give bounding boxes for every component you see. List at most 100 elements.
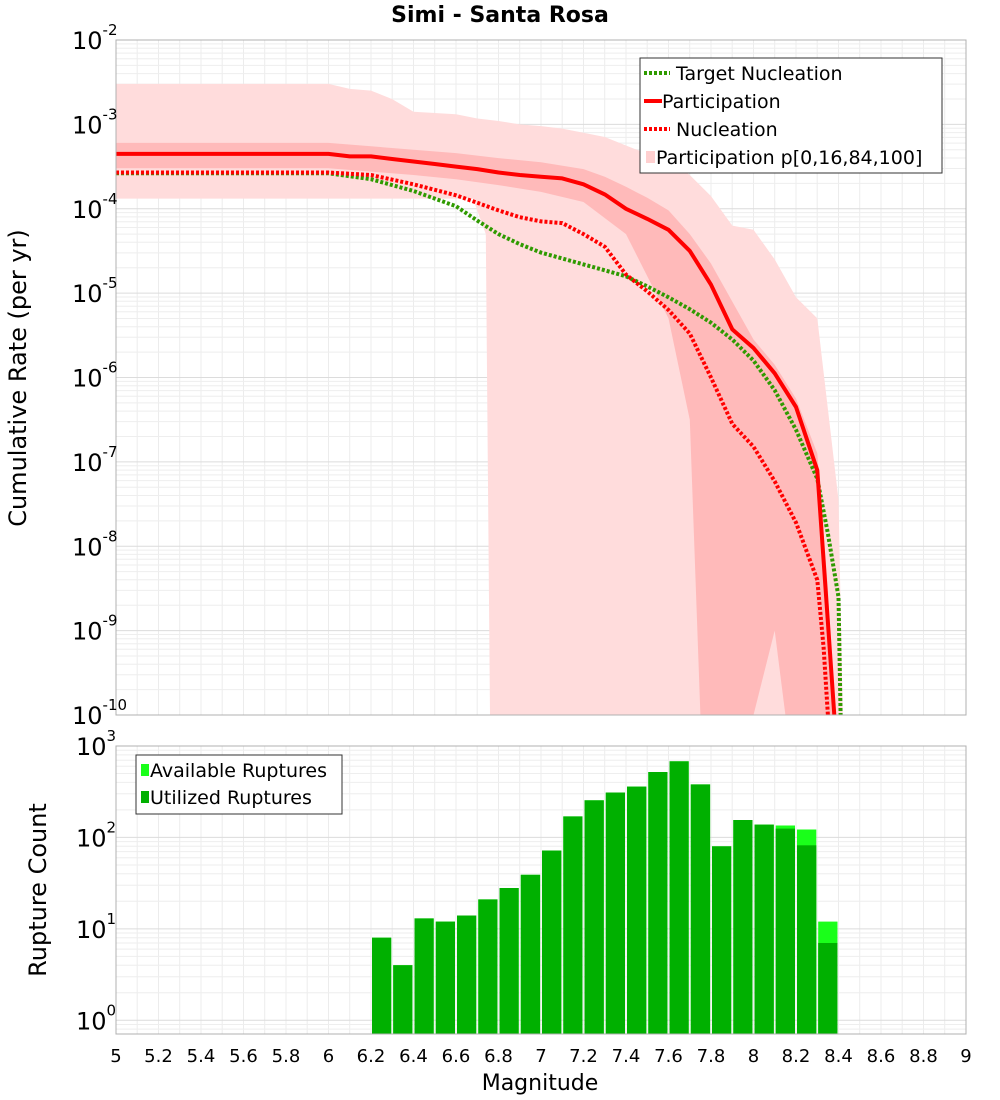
x-tick-label: 5.4 (187, 1046, 216, 1067)
top-y-tick-exponent: -6 (103, 359, 118, 377)
top-y-tick-label: 10-7 (72, 443, 118, 477)
bar-utilized (818, 943, 838, 1034)
bottom-y-tick-exponent: 1 (107, 910, 117, 928)
rupture-bars (372, 761, 838, 1034)
top-y-axis-label: Cumulative Rate (per yr) (4, 229, 32, 527)
bar-utilized (648, 772, 668, 1034)
bottom-y-tick-label: 102 (76, 818, 116, 852)
bar-utilized (414, 918, 434, 1034)
bar-utilized (754, 824, 774, 1034)
rate-lines (116, 151, 843, 716)
bar-utilized (733, 820, 753, 1034)
top-y-tick-label: 10-3 (72, 105, 118, 139)
bar-utilized (478, 899, 498, 1034)
top-y-tick-exponent: -8 (103, 527, 118, 545)
bar-utilized (605, 792, 625, 1034)
bar-utilized (712, 846, 732, 1034)
top-y-tick-exponent: -2 (103, 21, 118, 39)
bar-utilized (563, 816, 583, 1034)
bottom-y-tick-exponent: 0 (107, 1001, 117, 1019)
top-legend-box (639, 57, 943, 174)
bar-utilized (690, 784, 711, 1034)
legend-label-nucleation: Nucleation (676, 119, 778, 141)
top-y-tick-exponent: -3 (103, 105, 118, 123)
bottom-legend-box (135, 754, 343, 815)
line-target-nucleation (116, 171, 843, 716)
bottom-y-tick-label: 103 (76, 727, 116, 761)
x-tick-label: 6.4 (399, 1046, 428, 1067)
legend-label-available: Available Ruptures (150, 760, 327, 782)
x-axis-label: Magnitude (482, 1071, 599, 1096)
bottom-y-tick-exponent: 2 (107, 818, 117, 836)
x-ticks: 5 5.2 5.4 5.6 5.8 6 6.2 6.4 6.6 6.8 7 7.2 7.4 7.6 7.8 8… (110, 1046, 971, 1067)
bottom-plot-frame (115, 745, 967, 1035)
legend-label-participation: Participation (662, 91, 781, 113)
bottom-y-tick-exponent: 3 (107, 727, 117, 745)
x-tick-label: 7 (535, 1046, 546, 1067)
bar-utilized (435, 921, 455, 1034)
line-participation (116, 151, 837, 716)
x-tick-label: 7.2 (569, 1046, 598, 1067)
top-plot-frame (115, 39, 967, 716)
top-y-tick-label: 10-9 (72, 612, 118, 646)
line-nucleation (116, 170, 830, 716)
bottom-legend: Available Ruptures Utilized Ruptures (135, 754, 343, 815)
bar-utilized (520, 874, 541, 1034)
bar-utilized (584, 800, 604, 1034)
x-tick-label: 7.8 (697, 1046, 726, 1067)
x-tick-label: 8.4 (824, 1046, 853, 1067)
bar-utilized (775, 828, 795, 1034)
bar-utilized (393, 965, 413, 1034)
x-tick-label: 8.2 (782, 1046, 811, 1067)
legend-label-participation-bands: Participation p[0,16,84,100] (656, 147, 922, 169)
x-tick-label: 6.6 (442, 1046, 471, 1067)
top-y-tick-exponent: -10 (103, 696, 128, 714)
legend-swatch-participation-bands (646, 151, 655, 163)
top-y-tick-exponent: -7 (103, 443, 118, 461)
bar-utilized (797, 845, 817, 1034)
top-y-tick-label: 10-2 (72, 21, 118, 55)
bottom-y-axis-label: Rupture Count (24, 803, 52, 977)
top-y-tick-exponent: -9 (103, 612, 118, 630)
top-y-tick-exponent: -5 (103, 274, 118, 292)
bar-utilized (627, 786, 647, 1034)
bottom-y-tick-label: 101 (76, 910, 116, 944)
legend-label-target-nucleation: Target Nucleation (675, 63, 843, 85)
x-tick-label: 6 (323, 1046, 334, 1067)
bar-utilized (457, 915, 477, 1034)
top-y-tick-label: 10-4 (72, 190, 118, 224)
x-tick-label: 6.2 (357, 1046, 386, 1067)
x-tick-label: 5.2 (144, 1046, 173, 1067)
bar-utilized (669, 761, 689, 1034)
top-y-tick-label: 10-6 (72, 359, 118, 393)
x-tick-label: 7.6 (654, 1046, 683, 1067)
top-y-tick-label: 10-8 (72, 527, 118, 561)
bar-utilized (372, 937, 392, 1034)
x-tick-label: 6.8 (484, 1046, 513, 1067)
band-p16-p84 (116, 142, 835, 715)
x-tick-label: 8.8 (909, 1046, 938, 1067)
chart-title: Simi - Santa Rosa (391, 3, 609, 28)
top-y-tick-label: 10-5 (72, 274, 118, 308)
top-y-tick-exponent: -4 (103, 190, 118, 208)
participation-bands (116, 83, 843, 715)
x-tick-label: 9 (960, 1046, 971, 1067)
legend-label-utilized: Utilized Ruptures (150, 787, 312, 809)
x-tick-label: 5.6 (229, 1046, 258, 1067)
legend-swatch-utilized (141, 791, 149, 803)
top-y-tick-label: 10-10 (72, 696, 127, 730)
bar-utilized (499, 888, 519, 1034)
bar-utilized (542, 850, 562, 1034)
x-tick-label: 8 (748, 1046, 759, 1067)
legend-swatch-available (141, 764, 149, 776)
x-tick-label: 5.8 (272, 1046, 301, 1067)
x-tick-label: 7.4 (612, 1046, 641, 1067)
bottom-y-tick-label: 100 (76, 1001, 116, 1035)
x-tick-label: 5 (110, 1046, 121, 1067)
top-legend: Target Nucleation Participation Nucleati… (639, 57, 943, 174)
cumulative-rate-chart: Simi - Santa Rosa 10-2 10-3 10-4 10-5 10-6 10… (4, 3, 967, 730)
x-tick-label: 8.6 (867, 1046, 896, 1067)
